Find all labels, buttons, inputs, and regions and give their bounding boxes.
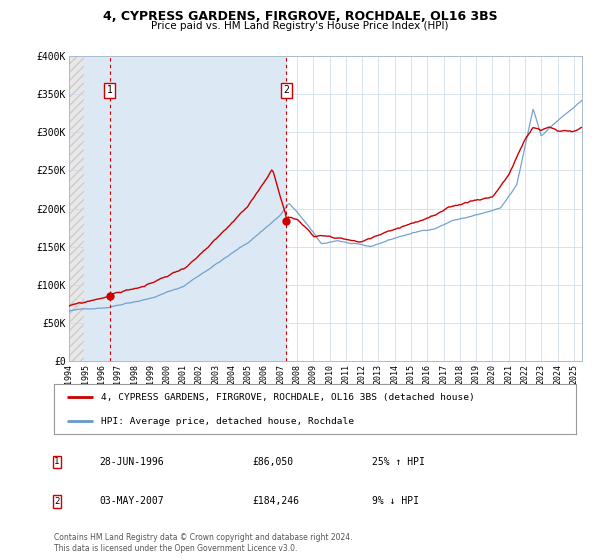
Text: Price paid vs. HM Land Registry's House Price Index (HPI): Price paid vs. HM Land Registry's House …: [151, 21, 449, 31]
Bar: [83, 56, 286, 361]
Text: 1: 1: [107, 85, 112, 95]
Text: HPI: Average price, detached house, Rochdale: HPI: Average price, detached house, Roch…: [101, 417, 354, 426]
Text: 4, CYPRESS GARDENS, FIRGROVE, ROCHDALE, OL16 3BS: 4, CYPRESS GARDENS, FIRGROVE, ROCHDALE, …: [103, 10, 497, 23]
Text: 2: 2: [283, 85, 289, 95]
Text: £184,246: £184,246: [252, 496, 299, 506]
Text: 03-MAY-2007: 03-MAY-2007: [99, 496, 164, 506]
Text: 1: 1: [55, 458, 59, 466]
Text: Contains HM Land Registry data © Crown copyright and database right 2024.
This d: Contains HM Land Registry data © Crown c…: [54, 533, 353, 553]
Text: 28-JUN-1996: 28-JUN-1996: [99, 457, 164, 467]
Text: 4, CYPRESS GARDENS, FIRGROVE, ROCHDALE, OL16 3BS (detached house): 4, CYPRESS GARDENS, FIRGROVE, ROCHDALE, …: [101, 393, 475, 402]
Bar: [69, 56, 83, 361]
Text: 25% ↑ HPI: 25% ↑ HPI: [372, 457, 425, 467]
Text: £86,050: £86,050: [252, 457, 293, 467]
Text: 2: 2: [55, 497, 59, 506]
Text: 9% ↓ HPI: 9% ↓ HPI: [372, 496, 419, 506]
